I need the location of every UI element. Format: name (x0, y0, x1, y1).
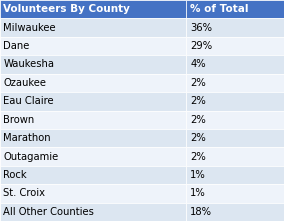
Bar (0, 74, 186, 92)
Bar (0, 92, 186, 110)
Bar (0, 147, 186, 166)
Bar (186, 129, 284, 147)
Bar (186, 147, 284, 166)
Text: Rock: Rock (3, 170, 27, 180)
Bar (0, 184, 186, 203)
Text: All Other Counties: All Other Counties (3, 207, 94, 217)
Text: Ozaukee: Ozaukee (3, 78, 46, 88)
Bar (186, 184, 284, 203)
Text: Brown: Brown (3, 115, 35, 125)
Bar (186, 92, 284, 110)
Text: 2%: 2% (190, 133, 206, 143)
Bar (186, 18, 284, 37)
Text: Waukesha: Waukesha (3, 59, 55, 69)
Bar (186, 203, 284, 221)
Bar (186, 0, 284, 18)
Text: 2%: 2% (190, 96, 206, 106)
Bar (0, 203, 186, 221)
Text: % of Total: % of Total (190, 4, 249, 14)
Text: Milwaukee: Milwaukee (3, 23, 56, 33)
Text: 1%: 1% (190, 188, 206, 198)
Bar (0, 129, 186, 147)
Text: 36%: 36% (190, 23, 212, 33)
Bar (0, 166, 186, 184)
Text: 29%: 29% (190, 41, 212, 51)
Bar (186, 55, 284, 74)
Text: 2%: 2% (190, 78, 206, 88)
Bar (0, 110, 186, 129)
Text: Dane: Dane (3, 41, 30, 51)
Text: 2%: 2% (190, 115, 206, 125)
Bar (0, 0, 186, 18)
Text: Outagamie: Outagamie (3, 152, 59, 162)
Bar (0, 18, 186, 37)
Text: Marathon: Marathon (3, 133, 51, 143)
Bar (186, 110, 284, 129)
Bar (0, 37, 186, 55)
Bar (0, 55, 186, 74)
Text: 4%: 4% (190, 59, 206, 69)
Text: 2%: 2% (190, 152, 206, 162)
Text: Volunteers By County: Volunteers By County (3, 4, 130, 14)
Text: St. Croix: St. Croix (3, 188, 45, 198)
Text: 1%: 1% (190, 170, 206, 180)
Bar (186, 74, 284, 92)
Text: Eau Claire: Eau Claire (3, 96, 54, 106)
Bar (186, 37, 284, 55)
Text: 18%: 18% (190, 207, 212, 217)
Bar (186, 166, 284, 184)
